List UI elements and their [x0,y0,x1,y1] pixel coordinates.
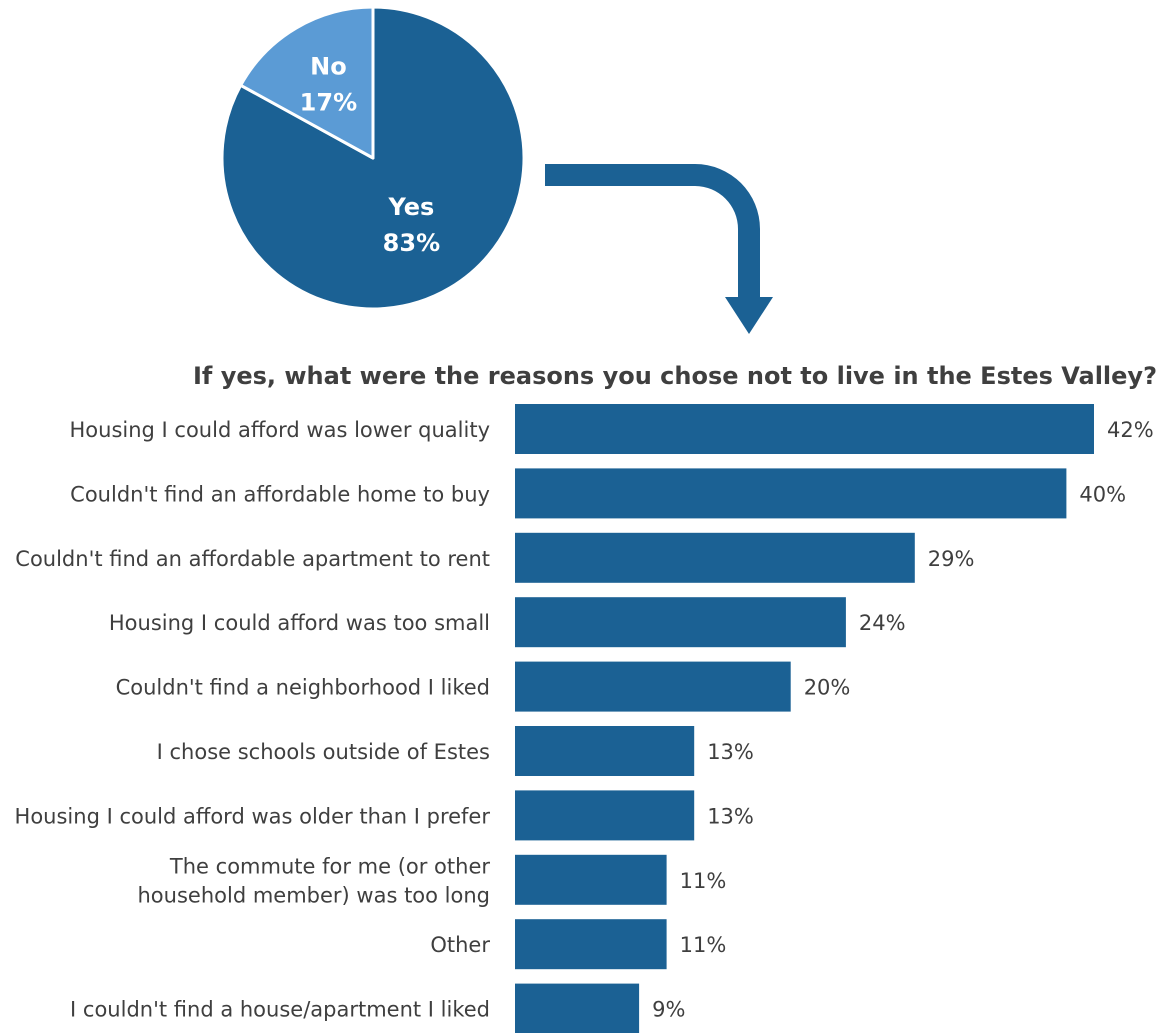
bar-chart-title: If yes, what were the reasons you chose … [193,362,1157,390]
bar-value-label-1: 40% [1079,482,1126,506]
pie-chart: Yes 83% No 17% [220,5,526,311]
bar-value-label-6: 13% [707,804,754,828]
bar-5 [515,726,695,776]
category-label-0: Housing I could afford was lower quality [70,418,491,442]
bar-value-label-0: 42% [1107,418,1154,442]
bar-3 [515,597,846,648]
category-label-4: Couldn't find a neighborhood I liked [116,676,490,700]
category-label-7-line-0: The commute for me (or other [169,854,490,878]
category-label-2: Couldn't find an affordable apartment to… [15,547,490,571]
bar-6 [515,790,695,841]
category-label-1: Couldn't find an affordable home to buy [70,482,490,506]
category-label-3: Housing I could afford was too small [109,611,490,635]
bar-value-label-2: 29% [928,547,975,571]
bar-value-label-5: 13% [707,740,754,764]
bar-value-label-3: 24% [859,611,906,635]
bar-chart: 42% Housing I could afford was lower qual… [15,404,1154,1033]
category-label-7-line-1: household member) was too long [138,883,491,907]
bar-value-label-4: 20% [804,676,851,700]
bar-8 [515,919,667,970]
bar-1 [515,468,1067,519]
category-label-8: Other [430,933,490,957]
bar-4 [515,661,791,712]
category-label-5: I chose schools outside of Estes [157,740,490,764]
pie-slice-no [239,5,375,160]
bar-2 [515,532,915,583]
category-label-6: Housing I could afford was older than I … [15,804,491,828]
pie-label-no: No [310,53,347,81]
pie-label-yes: Yes [388,193,435,221]
bar-9 [515,983,640,1033]
bar-value-label-9: 9% [652,998,685,1022]
flow-arrow-icon [545,164,773,334]
pie-value-no: 17% [300,89,357,117]
bar-value-label-8: 11% [680,933,727,957]
bar-7 [515,854,667,905]
bar-0 [515,404,1094,454]
category-label-9: I couldn't find a house/apartment I like… [70,998,490,1022]
pie-value-yes: 83% [383,229,440,257]
bar-value-label-7: 11% [680,869,727,893]
